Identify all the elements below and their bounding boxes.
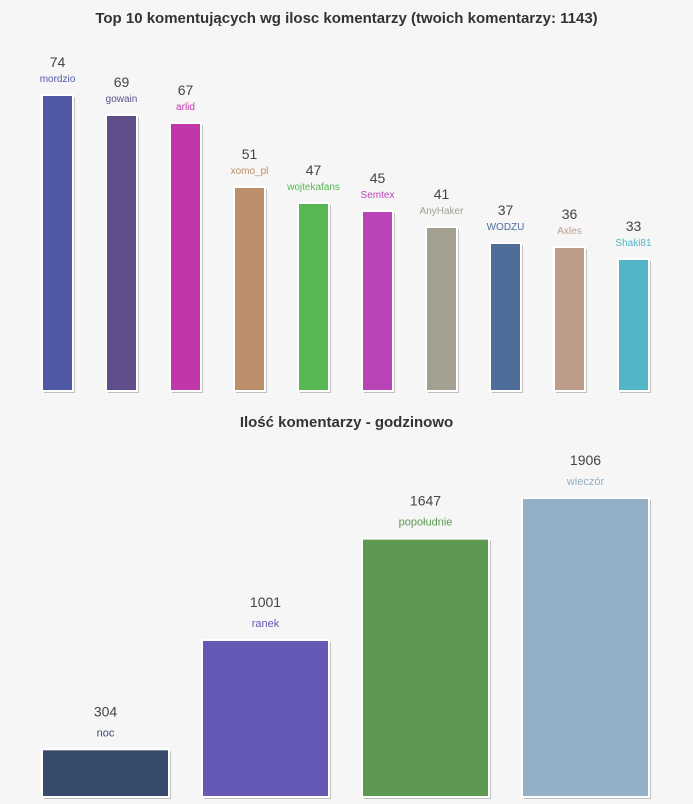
data-label: 304 xyxy=(94,703,118,719)
data-label: 1647 xyxy=(410,493,441,509)
data-label: 37 xyxy=(498,202,514,218)
category-label: wieczór xyxy=(566,476,605,488)
data-label: 36 xyxy=(562,206,578,222)
category-label: wojtekafans xyxy=(286,182,340,193)
bar-gowain xyxy=(105,114,138,392)
data-label: 47 xyxy=(306,162,322,178)
data-label: 51 xyxy=(242,146,258,162)
bar-noc xyxy=(41,748,170,799)
chart-1-title: Top 10 komentujących wg ilosc komentarzy… xyxy=(95,10,598,27)
top-commenters-chart: 74 mordzio 69 gowain 67 arlid 51 xomo_pl 47 wojte… xyxy=(40,54,652,393)
data-label: 41 xyxy=(434,186,450,202)
bar-AnyHaker xyxy=(425,226,458,392)
category-label: gowain xyxy=(106,94,138,105)
data-label: 1906 xyxy=(570,452,601,468)
chart-2-title: Ilość komentarzy - godzinowo xyxy=(239,414,454,431)
bar-ranek xyxy=(201,638,330,798)
data-label: 67 xyxy=(178,82,194,98)
bar-xomo_pl xyxy=(233,186,266,392)
bar-arlid xyxy=(169,122,202,392)
category-label: popołudnie xyxy=(399,517,453,529)
category-label: ranek xyxy=(252,618,280,630)
category-label: Shaki81 xyxy=(615,238,652,249)
category-label: Axles xyxy=(557,226,581,237)
data-label: 69 xyxy=(114,74,130,90)
category-label: noc xyxy=(97,727,115,739)
bar-mordzio xyxy=(41,94,74,392)
bar-Shaki81 xyxy=(617,258,650,392)
data-label: 45 xyxy=(370,170,386,186)
category-label: WODZU xyxy=(487,222,525,233)
data-label: 33 xyxy=(626,218,642,234)
bar-wieczór xyxy=(521,497,650,798)
data-label: 1001 xyxy=(250,594,281,610)
bar-Axles xyxy=(553,246,586,392)
bar-WODZU xyxy=(489,242,522,392)
bar-Semtex xyxy=(361,210,394,392)
category-label: AnyHaker xyxy=(420,206,465,217)
category-label: Semtex xyxy=(361,190,395,201)
category-label: mordzio xyxy=(40,74,76,85)
bar-wojtekafans xyxy=(297,202,330,392)
category-label: arlid xyxy=(176,102,195,113)
data-label: 74 xyxy=(50,54,66,70)
category-label: xomo_pl xyxy=(231,166,269,177)
bar-popołudnie xyxy=(361,537,490,798)
